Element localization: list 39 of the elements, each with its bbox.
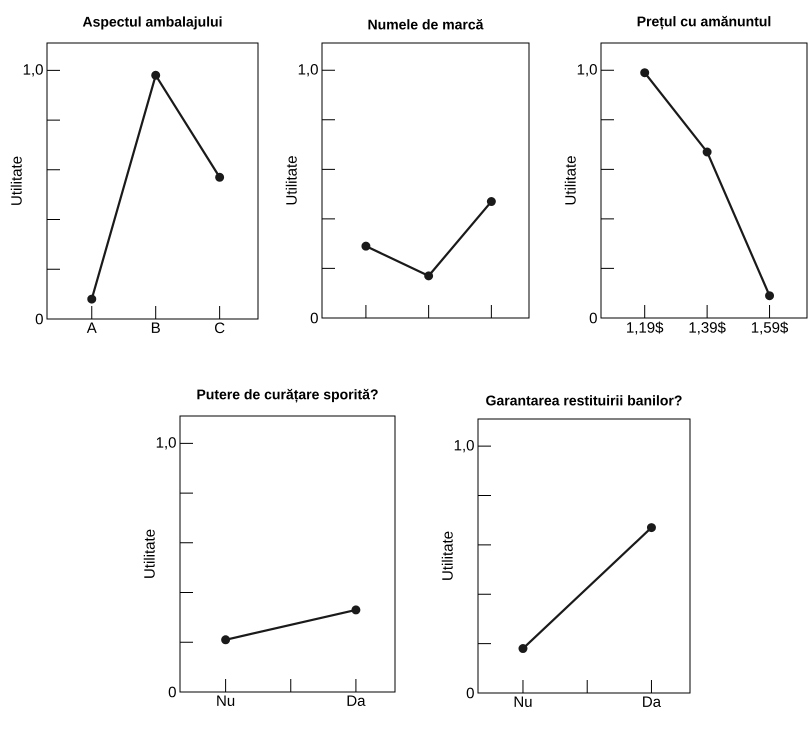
x-tick-label: Da	[348, 696, 366, 706]
y-axis-title: Utilitate	[286, 156, 297, 204]
chart-title: Garantarea restituirii banilor?	[486, 395, 682, 406]
y-tick-label: 0	[310, 312, 318, 324]
y-tick-label: 0	[466, 688, 474, 698]
y-axis-title: Utilitate	[564, 156, 576, 204]
y-axis-title: Utilitate	[442, 532, 453, 580]
x-tick-label: C	[214, 322, 224, 334]
y-tick-label: 1,0	[24, 64, 43, 77]
y-tick-label: 1,0	[156, 437, 176, 450]
x-tick-label: 1,19$	[627, 322, 664, 335]
x-tick-label: Da	[643, 696, 662, 707]
y-tick-label: 0	[590, 312, 597, 324]
point	[486, 197, 496, 206]
point	[361, 242, 370, 251]
point	[151, 70, 160, 80]
chart-title: Prețul cu amănuntul	[638, 16, 770, 30]
y-tick-label: 1,0	[454, 440, 474, 452]
x-tick-label: 1,59$	[752, 322, 788, 335]
point	[640, 68, 650, 78]
y-axis-title: Utilitate	[10, 156, 22, 205]
chart-title: Putere de curățare sporită?	[197, 388, 378, 402]
chart-title: Numele de marcă	[368, 19, 484, 30]
point	[87, 294, 96, 304]
y-tick-label: 1,0	[578, 64, 597, 76]
x-tick-label: Nu	[217, 696, 234, 706]
x-tick-label: 1,39$	[690, 322, 726, 335]
x-tick-label: Nu	[514, 696, 532, 707]
y-tick-label: 1,0	[298, 64, 318, 76]
y-tick-label: 0	[36, 314, 43, 324]
y-tick-label: 0	[168, 686, 176, 698]
chart-title: Aspectul ambalajului	[82, 16, 222, 30]
point	[215, 172, 224, 182]
point	[424, 271, 434, 280]
y-axis-title: Utilitate	[144, 530, 155, 578]
x-tick-label: A	[86, 322, 97, 333]
x-tick-label: B	[152, 322, 160, 333]
point	[702, 147, 712, 156]
point	[765, 291, 774, 300]
